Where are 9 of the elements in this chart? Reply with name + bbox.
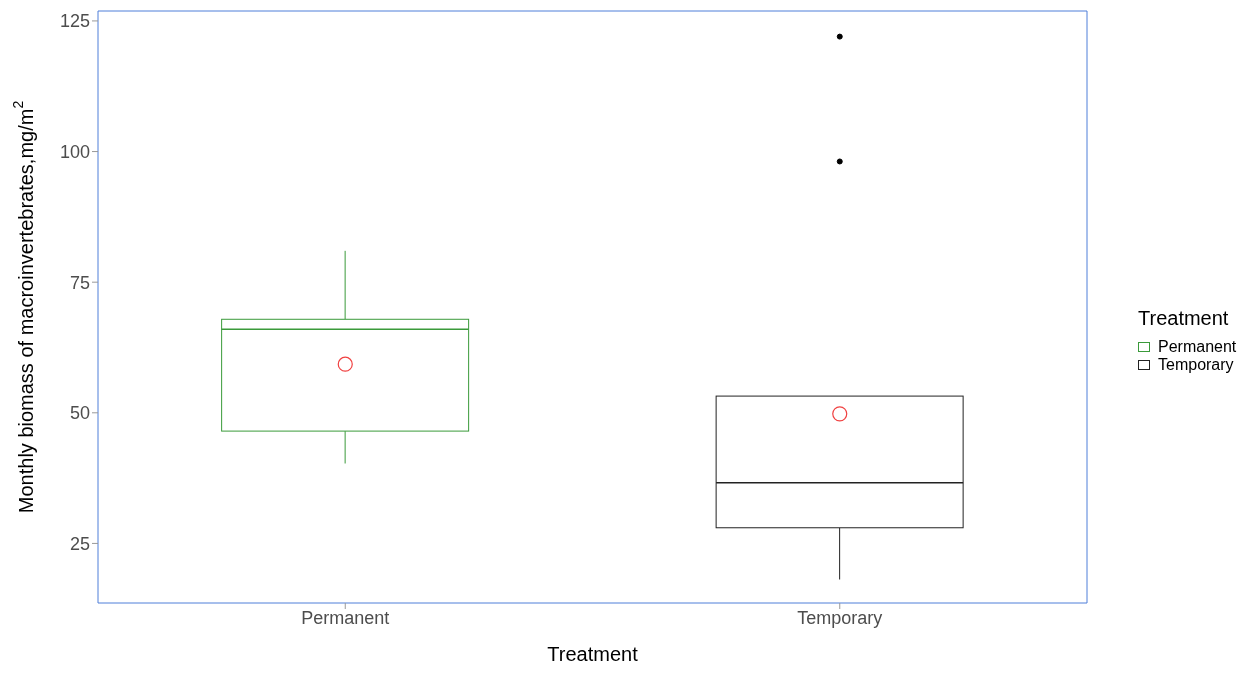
legend-label: Permanent bbox=[1157, 338, 1237, 356]
y-tick-label: 50 bbox=[69, 403, 90, 424]
x-axis-title: Treatment bbox=[547, 643, 639, 665]
y-tick-label: 75 bbox=[69, 272, 90, 293]
y-tick-label: 125 bbox=[59, 11, 90, 32]
y-tick-label: 25 bbox=[69, 533, 90, 554]
y-tick-label: 100 bbox=[59, 141, 90, 162]
legend-label: Temporary bbox=[1157, 356, 1235, 374]
legend-title: Treatment bbox=[1138, 307, 1230, 330]
